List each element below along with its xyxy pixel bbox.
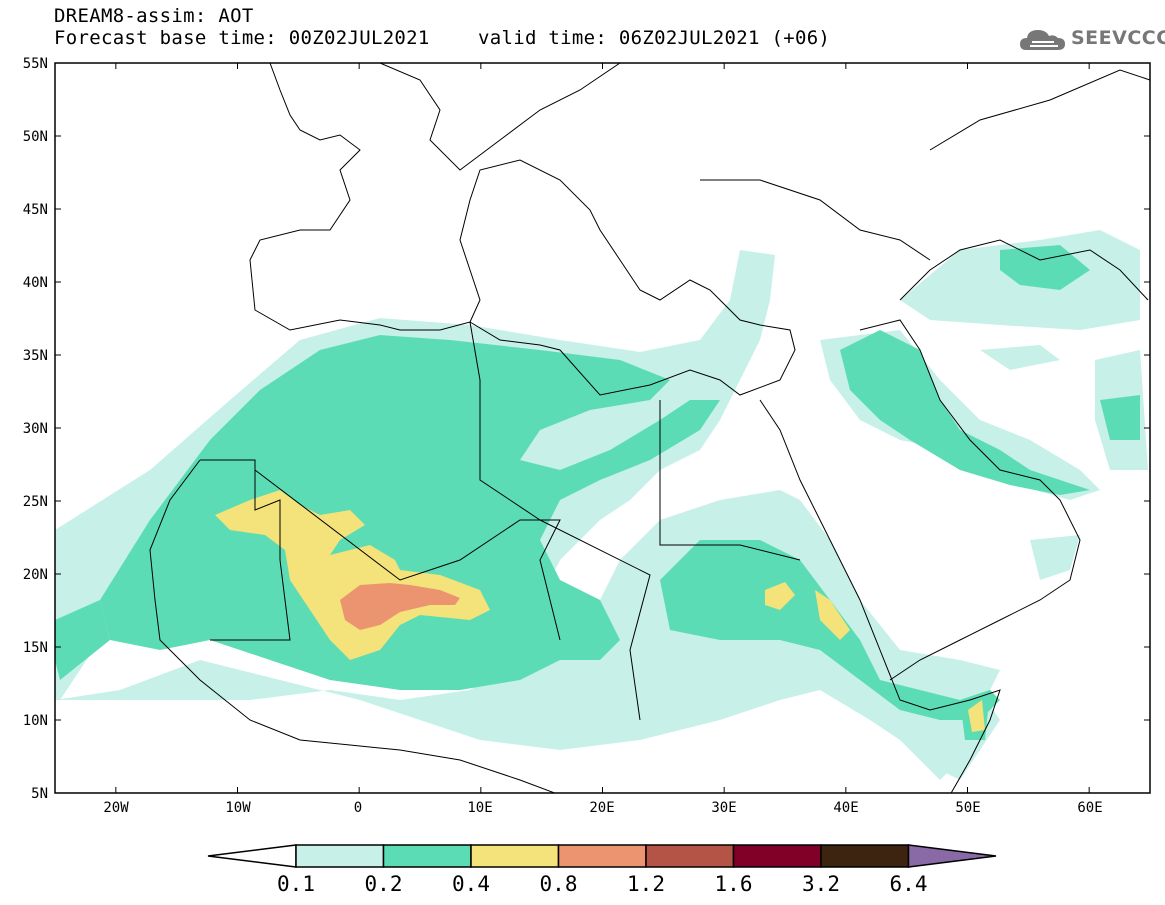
colorbar-swatch (295, 844, 385, 868)
lat-label: 35N (23, 348, 48, 364)
colorbar-high-arrow (907, 844, 997, 868)
lon-label: 0 (354, 800, 362, 816)
lat-label: 25N (23, 494, 48, 510)
lon-label: 50E (955, 800, 980, 816)
aot-level-0.4 (215, 490, 985, 732)
lon-label: 10E (467, 800, 492, 816)
colorbar-swatch (470, 844, 560, 868)
colorbar-swatch (382, 844, 472, 868)
lon-label: 40E (833, 800, 858, 816)
forecast-base-time: Forecast base time: 00Z02JUL2021 (54, 27, 430, 49)
lon-label: 60E (1077, 800, 1102, 816)
colorbar-label: 0.8 (540, 872, 578, 896)
colorbar-label: 6.4 (890, 872, 928, 896)
colorbar: 0.1 0.2 0.4 0.8 1.2 1.6 3.2 6.4 (207, 844, 997, 896)
latitude-labels: 55N 50N 45N 40N 35N 30N 25N 20N 15N 10N … (23, 56, 48, 802)
aot-level-0.8 (340, 583, 460, 630)
lat-label: 50N (23, 129, 48, 145)
longitude-labels: 20W 10W 0 10E 20E 30E 40E 50E 60E (103, 800, 1102, 816)
lat-label: 55N (23, 56, 48, 72)
lat-label: 20N (23, 567, 48, 583)
lat-label: 10N (23, 713, 48, 729)
coastlines (149, 63, 1150, 793)
lat-label: 30N (23, 421, 48, 437)
aot-field (55, 230, 1148, 780)
colorbar-label: 0.4 (452, 872, 490, 896)
colorbar-label: 0.1 (277, 872, 315, 896)
valid-time: valid time: 06Z02JUL2021 (+06) (478, 27, 831, 49)
colorbar-swatch (732, 844, 822, 868)
lon-label: 20E (589, 800, 614, 816)
axis-ticks (55, 62, 1150, 794)
lon-label: 20W (103, 800, 129, 816)
colorbar-label: 1.2 (627, 872, 665, 896)
colorbar-label: 1.6 (715, 872, 753, 896)
map-title: DREAM8-assim: AOT (54, 5, 254, 27)
colorbar-label: 0.2 (365, 872, 403, 896)
colorbar-swatch (645, 844, 735, 868)
colorbar-swatch (557, 844, 647, 868)
lat-label: 5N (31, 786, 48, 802)
lon-label: 10W (225, 800, 251, 816)
lon-label: 30E (711, 800, 736, 816)
lat-label: 40N (23, 275, 48, 291)
aot-level-0.2 (55, 245, 1140, 740)
logo-text: SEEVCCC (1071, 27, 1165, 49)
lat-label: 45N (23, 202, 48, 218)
colorbar-swatch (820, 844, 910, 868)
colorbar-low-arrow (207, 844, 297, 868)
lat-label: 15N (23, 640, 48, 656)
colorbar-label: 3.2 (802, 872, 840, 896)
cloud-icon (1020, 30, 1065, 50)
